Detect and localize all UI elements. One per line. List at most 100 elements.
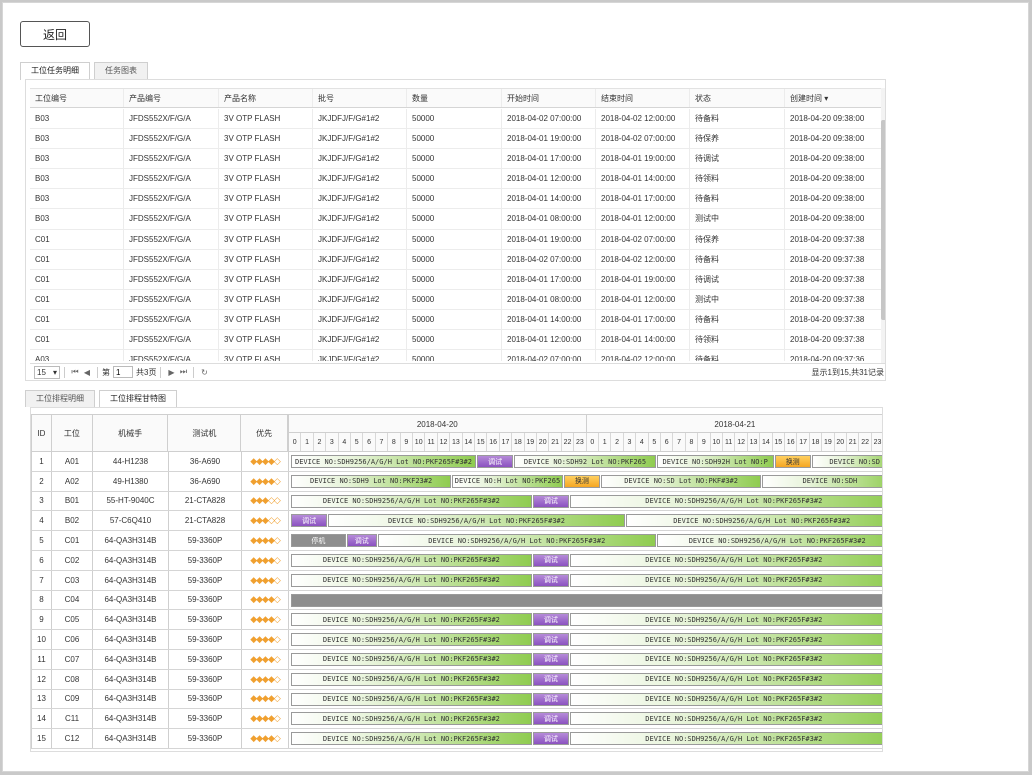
- gantt-row[interactable]: 5 C01 64-QA3H314B 59-3360P ◆◆◆◆◇: [31, 531, 289, 551]
- tune-bar[interactable]: 调试: [532, 692, 569, 706]
- table-cell: JKJDFJ/F/G#1#2: [313, 269, 407, 289]
- gantt-row[interactable]: 8 C04 64-QA3H314B 59-3360P ◆◆◆◆◇: [31, 590, 289, 611]
- task-bar[interactable]: DEVICE NO:SDH9256/A/G/H Lot NO:PKF265F#3…: [291, 672, 532, 686]
- table-row[interactable]: B03 JFDS552X/F/G/A 3V OTP FLASH JKJDFJ/F/G#…: [30, 189, 881, 210]
- task-bar[interactable]: DEVICE NO:SDH9256/A/G/H Lot NO:PKF265F#3…: [570, 672, 882, 686]
- gantt-row[interactable]: 1 A01 44-H1238 36-A690 ◆◆◆◆◇: [31, 452, 289, 472]
- task-bar[interactable]: DEVICE NO:SDH9256/A/G/H Lot NO:PKF265F#3…: [570, 712, 882, 726]
- task-bar[interactable]: DEVICE NO:SDH9256/A/G/H Lot NO:PKF265F#3…: [291, 633, 532, 647]
- task-bar[interactable]: DEVICE NO:SDH92 Lot NO:PKF265: [514, 455, 656, 468]
- task-bar[interactable]: DEVICE NO:SDH: [762, 474, 882, 488]
- tune-bar[interactable]: 调试: [532, 652, 569, 666]
- scrollbar-thumb[interactable]: [881, 120, 885, 320]
- task-bar[interactable]: DEVICE NO:SDH9256/A/G/H Lot NO:PKF265F#3…: [328, 514, 625, 528]
- tune-bar[interactable]: 调试: [532, 573, 569, 587]
- gantt-row[interactable]: 6 C02 64-QA3H314B 59-3360P ◆◆◆◆◇: [31, 550, 289, 571]
- task-bar[interactable]: DEVICE NO:SDH9 Lot NO:PKF23#2: [291, 474, 452, 488]
- task-bar[interactable]: DEVICE NO:SD Lot NO:PKF#3#2: [601, 474, 762, 488]
- task-bar[interactable]: DEVICE NO:SDH9256/A/G/H Lot NO:PKF265F#3…: [570, 573, 882, 587]
- grid-scrollbar[interactable]: [881, 88, 885, 363]
- table-cell: 50000: [407, 249, 502, 269]
- priority-diamonds: ◆◆◆◆◇: [242, 649, 289, 669]
- tab-top-0[interactable]: 工位任务明细: [20, 62, 90, 80]
- task-bar[interactable]: DEVICE NO:SDH9256/A/G/H Lot NO:PKF265F#3…: [291, 553, 532, 567]
- table-row[interactable]: C01 JFDS552X/F/G/A 3V OTP FLASH JKJDFJ/F/G#…: [30, 269, 881, 290]
- task-bar[interactable]: DEVICE NO:SDH9256/A/G/H Lot NO:PKF265F#3…: [291, 455, 476, 468]
- table-cell: JFDS552X/F/G/A: [124, 109, 219, 129]
- table-cell: 2018-04-01 12:00:00: [502, 330, 596, 350]
- tune-bar[interactable]: 调试: [532, 712, 569, 726]
- gantt-row[interactable]: 3 B01 55-HT-9040C 21-CTA828 ◆◆◆◇◇: [31, 491, 289, 512]
- gantt-row[interactable]: 10 C06 64-QA3H314B 59-3360P ◆◆◆◆◇: [31, 630, 289, 650]
- back-button[interactable]: 返回: [20, 21, 90, 47]
- tab-top-1[interactable]: 任务图表: [94, 62, 148, 79]
- gantt-cell: 6: [32, 550, 52, 570]
- table-row[interactable]: B03 JFDS552X/F/G/A 3V OTP FLASH JKJDFJ/F/G#…: [30, 149, 881, 170]
- gantt-row[interactable]: 9 C05 64-QA3H314B 59-3360P ◆◆◆◆◇: [31, 610, 289, 631]
- table-row[interactable]: B03 JFDS552X/F/G/A 3V OTP FLASH JKJDFJ/F/G#…: [30, 169, 881, 190]
- gantt-row[interactable]: 12 C08 64-QA3H314B 59-3360P ◆◆◆◆◇: [31, 669, 289, 690]
- table-row[interactable]: C01 JFDS552X/F/G/A 3V OTP FLASH JKJDFJ/F/G#…: [30, 330, 881, 351]
- swap-bar[interactable]: 换测: [563, 474, 600, 488]
- prev-page-icon[interactable]: ◀: [83, 367, 91, 377]
- task-bar[interactable]: DEVICE NO:SDH9256/A/G/H Lot NO:PKF265F#3…: [570, 553, 882, 567]
- task-bar[interactable]: DEVICE NO:SDH9256/A/G/H Lot NO:PKF265F#3…: [570, 613, 882, 627]
- task-bar[interactable]: DEVICE NO:SDH9256/A/G/H Lot NO:PKF265F#3…: [377, 534, 656, 548]
- task-bar[interactable]: DEVICE NO:SD: [811, 455, 882, 468]
- tune-bar[interactable]: 调试: [532, 494, 569, 508]
- tune-bar[interactable]: 调试: [532, 732, 569, 746]
- gantt-row[interactable]: 11 C07 64-QA3H314B 59-3360P ◆◆◆◆◇: [31, 649, 289, 670]
- tune-bar[interactable]: 调试: [532, 553, 569, 567]
- task-bar[interactable]: DEVICE NO:SDH9256/A/G/H Lot NO:PKF265F#3…: [625, 514, 882, 528]
- swap-bar[interactable]: 换测: [774, 455, 811, 468]
- gantt-row[interactable]: 14 C11 64-QA3H314B 59-3360P ◆◆◆◆◇: [31, 709, 289, 730]
- refresh-icon[interactable]: ↻: [201, 367, 208, 377]
- tune-bar[interactable]: 调试: [291, 514, 328, 528]
- task-bar[interactable]: DEVICE NO:SDH9256/A/G/H Lot NO:PKF265F#3…: [291, 573, 532, 587]
- tab-gantt-1[interactable]: 工位排程甘特图: [99, 390, 177, 408]
- table-row[interactable]: B03 JFDS552X/F/G/A 3V OTP FLASH JKJDFJ/F/G#…: [30, 129, 881, 150]
- last-page-icon[interactable]: ⏭: [179, 367, 188, 376]
- task-bar[interactable]: DEVICE NO:SDH9256/A/G/H Lot NO:PKF265F#3…: [570, 732, 882, 746]
- table-row[interactable]: B03 JFDS552X/F/G/A 3V OTP FLASH JKJDFJ/F/G#…: [30, 209, 881, 230]
- gantt-row[interactable]: 4 B02 57-C6Q410 21-CTA828 ◆◆◆◇◇: [31, 511, 289, 532]
- gantt-row[interactable]: 15 C12 64-QA3H314B 59-3360P ◆◆◆◆◇: [31, 729, 289, 749]
- tune-bar[interactable]: 调试: [532, 672, 569, 686]
- table-row[interactable]: C01 JFDS552X/F/G/A 3V OTP FLASH JKJDFJ/F/G#…: [30, 249, 881, 270]
- table-row[interactable]: C01 JFDS552X/F/G/A 3V OTP FLASH JKJDFJ/F/G#…: [30, 289, 881, 310]
- table-row[interactable]: B03 JFDS552X/F/G/A 3V OTP FLASH JKJDFJ/F/G#…: [30, 109, 881, 130]
- tune-bar[interactable]: 调试: [477, 455, 514, 468]
- table-cell: 50000: [407, 289, 502, 309]
- task-bar[interactable]: DEVICE NO:SDH9256/A/G/H Lot NO:PKF265F#3…: [656, 534, 882, 548]
- task-bar[interactable]: DEVICE NO:SDH9256/A/G/H Lot NO:PKF265F#3…: [291, 712, 532, 726]
- task-bar[interactable]: DEVICE NO:SDH92H Lot NO:P: [656, 455, 774, 468]
- task-bar[interactable]: DEVICE NO:SDH9256/A/G/H Lot NO:PKF265F#3…: [291, 494, 532, 508]
- task-bar[interactable]: DEVICE NO:SDH9256/A/G/H Lot NO:PKF265F#3…: [570, 652, 882, 666]
- full-bar[interactable]: [291, 593, 882, 607]
- task-bar[interactable]: DEVICE NO:SDH9256/A/G/H Lot NO:PKF265F#3…: [291, 613, 532, 627]
- hour-header: 18: [810, 433, 823, 451]
- tune-bar[interactable]: 调试: [532, 633, 569, 647]
- table-row[interactable]: C01 JFDS552X/F/G/A 3V OTP FLASH JKJDFJ/F/G#…: [30, 309, 881, 331]
- page-size-select[interactable]: 15 ▾: [34, 365, 60, 379]
- page-number-input[interactable]: [113, 366, 133, 378]
- tune-bar[interactable]: 调试: [532, 613, 569, 627]
- task-bar[interactable]: DEVICE NO:H Lot NO:PKF265: [452, 474, 563, 488]
- gantt-row[interactable]: 2 A02 49-H1380 36-A690 ◆◆◆◆◇: [31, 471, 289, 492]
- column-header[interactable]: 创建时间 ▾: [790, 94, 829, 103]
- tab-gantt-0[interactable]: 工位排程明细: [25, 390, 95, 407]
- task-bar[interactable]: DEVICE NO:SDH9256/A/G/H Lot NO:PKF265F#3…: [570, 494, 882, 508]
- table-row[interactable]: A03 JFDS552X/F/G/A 3V OTP FLASH JKJDFJ/F/G#…: [30, 350, 881, 361]
- gantt-row[interactable]: 7 C03 64-QA3H314B 59-3360P ◆◆◆◆◇: [31, 570, 289, 591]
- first-page-icon[interactable]: ⏮: [71, 367, 79, 376]
- tune-bar[interactable]: 调试: [346, 534, 377, 548]
- table-row[interactable]: C01 JFDS552X/F/G/A 3V OTP FLASH JKJDFJ/F/G#…: [30, 229, 881, 250]
- gantt-row[interactable]: 13 C09 64-QA3H314B 59-3360P ◆◆◆◆◇: [31, 689, 289, 710]
- task-bar[interactable]: DEVICE NO:SDH9256/A/G/H Lot NO:PKF265F#3…: [291, 692, 532, 706]
- task-bar[interactable]: DEVICE NO:SDH9256/A/G/H Lot NO:PKF265F#3…: [570, 692, 882, 706]
- task-bar[interactable]: DEVICE NO:SDH9256/A/G/H Lot NO:PKF265F#3…: [291, 732, 532, 746]
- stop-bar[interactable]: 停机: [291, 534, 346, 548]
- task-bar[interactable]: DEVICE NO:SDH9256/A/G/H Lot NO:PKF265F#3…: [570, 633, 882, 647]
- next-page-icon[interactable]: ▶: [168, 367, 175, 377]
- task-bar[interactable]: DEVICE NO:SDH9256/A/G/H Lot NO:PKF265F#3…: [291, 652, 532, 666]
